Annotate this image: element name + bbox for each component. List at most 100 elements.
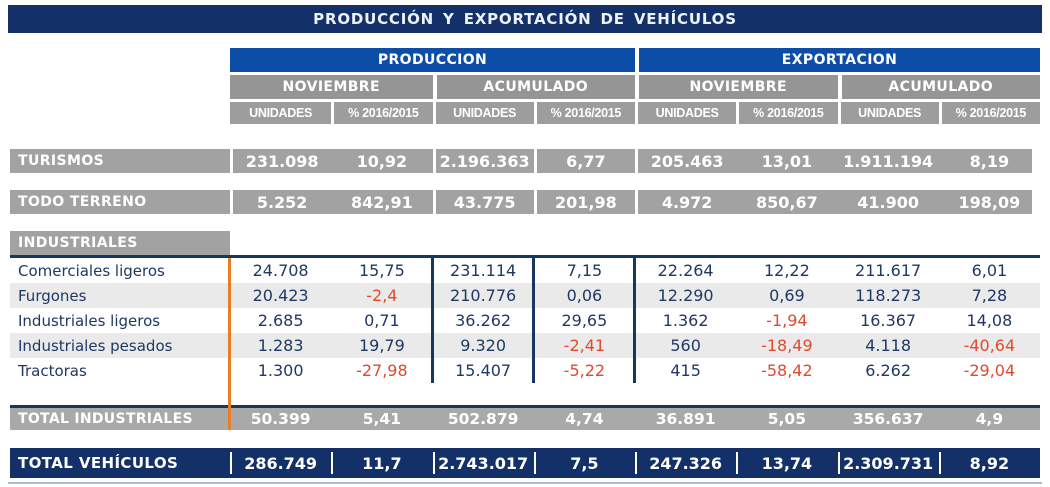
row-label: Furgones (10, 283, 230, 308)
period-header: ACUMULADO (837, 75, 1040, 99)
section-header-industriales: INDUSTRIALES (10, 231, 1040, 255)
cell-value: 560 (635, 333, 737, 358)
column-header: % 2016/2015 (938, 102, 1040, 124)
row-industriales-ligeros: Industriales ligeros 2.685 0,71 36.262 2… (10, 308, 1040, 333)
cell-value: 1.362 (662, 311, 709, 330)
cell-value: 231.098 (230, 149, 332, 173)
navy-rule-top (10, 255, 1040, 258)
cell-value: 5.252 (230, 190, 332, 214)
cell-value: 356.637 (837, 408, 939, 430)
row-furgones: Furgones 20.423 -2,4 210.776 0,06 12.290… (10, 283, 1040, 308)
cell-value: 4.972 (635, 190, 737, 214)
row-todo-terreno: TODO TERRENO 5.252 842,91 43.775 201,98 … (10, 190, 1040, 214)
cell-value: 247.326 (635, 448, 737, 478)
cell-value: -18,49 (736, 333, 838, 358)
row-comerciales-ligeros: Comerciales ligeros 24.708 15,75 231.114… (10, 258, 1040, 283)
row-label: TOTAL VEHÍCULOS (10, 448, 230, 478)
cell-value: 231.114 (450, 261, 517, 280)
cell-value: 6,77 (533, 149, 635, 173)
header-row-groups: PRODUCCION EXPORTACION (10, 48, 1040, 72)
header-spacer (10, 48, 230, 72)
cell-value: 286.749 (230, 448, 332, 478)
cell-value: 11,7 (331, 448, 433, 478)
cell-value: 15,75 (358, 261, 405, 280)
cell-value: 41.900 (837, 190, 939, 214)
cell-value: 22.264 (657, 261, 714, 280)
cell-value: 8,19 (938, 149, 1040, 173)
cell-value: 20.423 (230, 283, 332, 308)
cell-value: 850,67 (736, 190, 838, 214)
column-divider-line (633, 258, 636, 383)
column-header: UNIDADES (837, 102, 939, 124)
cell-value: 6,01 (971, 261, 1008, 280)
cell-value: 7,5 (533, 448, 635, 478)
cell-value: 502.879 (432, 408, 534, 430)
cell-value: 211.617 (855, 261, 922, 280)
spacer (8, 430, 1042, 448)
row-label: Tractoras (18, 361, 87, 380)
cell-value: 2.196.363 (432, 149, 534, 173)
column-header: % 2016/2015 (331, 102, 433, 124)
cell-value: 7,28 (938, 283, 1040, 308)
column-divider-line (532, 258, 535, 383)
column-header: UNIDADES (635, 102, 737, 124)
cell-value: -2,4 (331, 283, 433, 308)
header-spacer (10, 102, 230, 124)
row-total-vehiculos: TOTAL VEHÍCULOS 286.749 11,7 2.743.017 7… (10, 448, 1040, 478)
period-header: NOVIEMBRE (635, 75, 838, 99)
cell-value: 415 (670, 361, 701, 380)
cell-value: 842,91 (331, 190, 433, 214)
cell-value: 8,92 (938, 448, 1040, 478)
cell-value: 36.891 (635, 408, 737, 430)
cell-value: -58,42 (761, 361, 813, 380)
navy-rule-total (10, 405, 1040, 408)
header-row-measures: UNIDADES % 2016/2015 UNIDADES % 2016/201… (10, 102, 1040, 124)
row-label: Comerciales ligeros (18, 261, 165, 280)
cell-value: 5,05 (736, 408, 838, 430)
row-turismos: TURISMOS 231.098 10,92 2.196.363 6,77 20… (10, 149, 1040, 173)
cell-value: 14,08 (966, 311, 1013, 330)
column-header: % 2016/2015 (736, 102, 838, 124)
cell-value: -40,64 (938, 333, 1040, 358)
cell-value: 16.367 (860, 311, 917, 330)
cell-value: 5,41 (331, 408, 433, 430)
period-header: ACUMULADO (432, 75, 635, 99)
cell-value: 7,15 (566, 261, 603, 280)
row-label: TURISMOS (10, 149, 230, 173)
column-header: UNIDADES (432, 102, 534, 124)
cell-value: 6.262 (865, 361, 912, 380)
cell-value: -2,41 (533, 333, 635, 358)
cell-value: 210.776 (432, 283, 534, 308)
cell-value: 19,79 (331, 333, 433, 358)
header-spacer (10, 75, 230, 99)
cell-value: 4.118 (837, 333, 939, 358)
cell-value: -5,22 (563, 361, 606, 380)
industriales-block: Comerciales ligeros 24.708 15,75 231.114… (8, 258, 1042, 430)
orange-accent-line (228, 258, 231, 430)
cell-value: 12.290 (635, 283, 737, 308)
cell-value: 1.911.194 (837, 149, 939, 173)
cell-value: 198,09 (938, 190, 1040, 214)
cell-value: 2.309.731 (837, 448, 939, 478)
row-tractoras: Tractoras 1.300 -27,98 15.407 -5,22 415 … (10, 358, 1040, 383)
cell-value: 24.708 (252, 261, 309, 280)
spacer (8, 383, 1042, 405)
group-header-exportacion: EXPORTACION (635, 48, 1040, 72)
row-label: Industriales ligeros (18, 311, 161, 330)
cell-value: 13,01 (736, 149, 838, 173)
cell-value: -27,98 (356, 361, 408, 380)
cell-value: 15.407 (455, 361, 512, 380)
cell-value: 1.283 (230, 333, 332, 358)
cell-value: 0,06 (533, 283, 635, 308)
page-title: PRODUCCIÓN Y EXPORTACIÓN DE VEHÍCULOS (8, 5, 1042, 33)
cell-value: 4,9 (938, 408, 1040, 430)
row-label: TODO TERRENO (10, 190, 230, 214)
cell-value: 0,69 (736, 283, 838, 308)
cell-value: 29,65 (561, 311, 608, 330)
column-divider-line (431, 258, 434, 383)
cell-value: 4,74 (533, 408, 635, 430)
cell-value: 2.685 (257, 311, 304, 330)
cell-value: 10,92 (331, 149, 433, 173)
cell-value: 118.273 (837, 283, 939, 308)
